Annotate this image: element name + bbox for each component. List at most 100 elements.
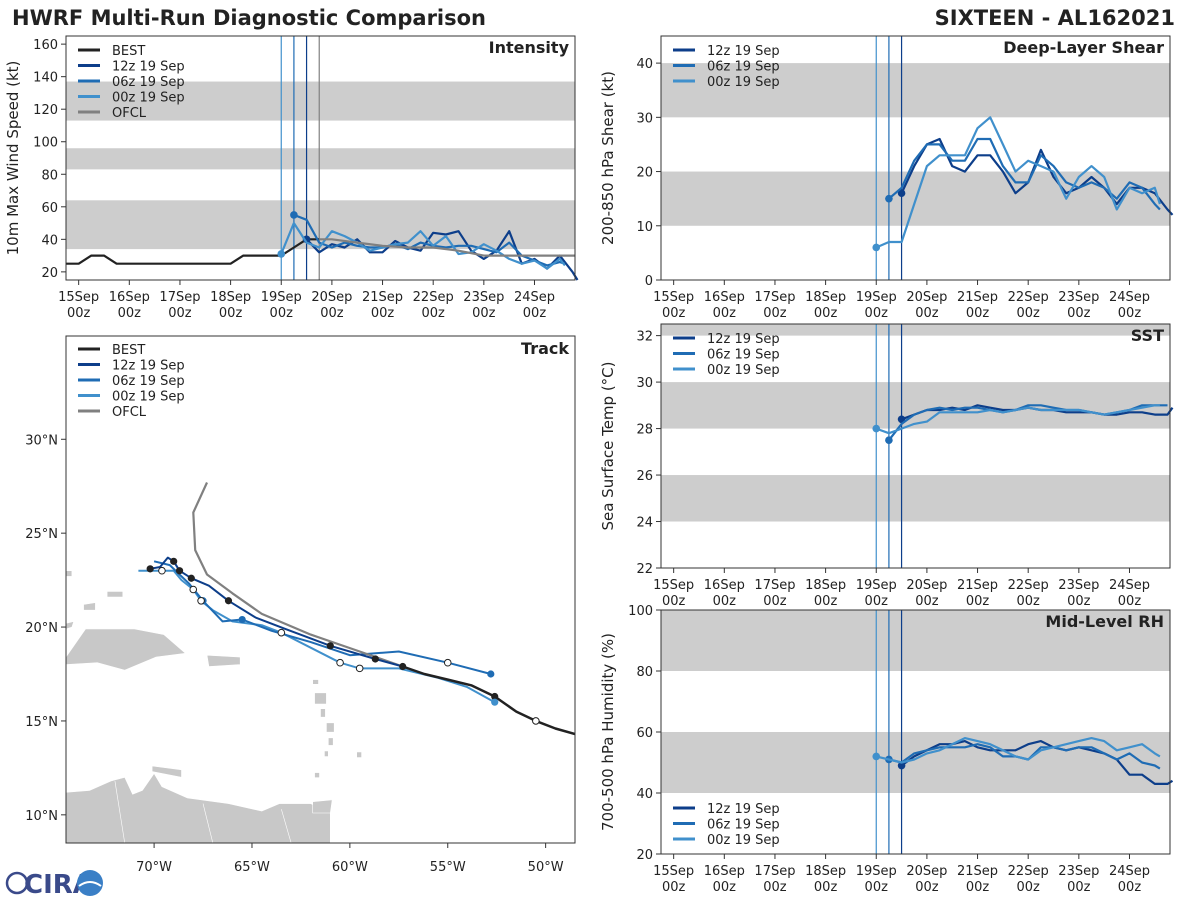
intensity-xtick-sublabel-9: 00z [523, 306, 547, 321]
track-frame [65, 335, 576, 844]
rh-xtick-sublabel-3: 00z [814, 880, 838, 895]
rh-xtick-label-8: 23Sep [1058, 864, 1099, 879]
shear-xtick-sublabel-9: 00z [1118, 306, 1142, 321]
shear-xtick-label-8: 23Sep [1058, 290, 1099, 305]
intensity-band-0 [66, 200, 575, 250]
land-aruba-curacao [151, 765, 182, 778]
track-xtick-label-3: 55°W [430, 860, 466, 875]
shear-xtick-label-1: 16Sep [704, 290, 745, 305]
figure-title: HWRF Multi-Run Diagnostic Comparison [12, 6, 486, 30]
rh-xtick-label-5: 20Sep [906, 864, 947, 879]
intensity-series-line-4 [319, 238, 575, 257]
shear-title: Deep-Layer Shear [1003, 38, 1164, 57]
track-xtick-label-2: 60°W [332, 860, 368, 875]
cira-logo: CIRA [5, 870, 103, 900]
intensity-xtick-sublabel-5: 00z [320, 306, 344, 321]
track-panel: 70°W 65°W 60°W 55°W 50°W 10°N 15°N 20°N 25°N 30°N… [25, 335, 576, 875]
track-legend-label-1: 12z 19 Sep [112, 359, 185, 374]
track-point-run12z-7 [187, 574, 195, 582]
shear-xtick-label-2: 17Sep [754, 290, 795, 305]
intensity-legend-label-1: 12z 19 Sep [112, 60, 185, 75]
track-map-layer [66, 482, 575, 843]
sst-series-line-2 [875, 404, 1160, 435]
sst-ytick-label-1: 24 [636, 516, 653, 531]
track-point-run00z-4 [355, 664, 364, 673]
shear-ytick-label-3: 30 [636, 111, 653, 126]
track-point-run00z-12 [189, 585, 198, 594]
shear-band-1 [661, 63, 1170, 118]
track-point-best-4 [491, 692, 499, 701]
shear-xtick-label-7: 22Sep [1008, 290, 1049, 305]
intensity-xtick-sublabel-4: 00z [270, 306, 294, 321]
track-point-run00z-7 [277, 628, 286, 637]
sst-ytick-label-0: 22 [636, 562, 653, 577]
rh-xtick-sublabel-4: 00z [865, 880, 889, 895]
track-point-run06z-6 [238, 615, 246, 624]
shear-xtick-label-5: 20Sep [906, 290, 947, 305]
land-south-america [66, 772, 331, 843]
sst-xtick-label-5: 20Sep [906, 578, 947, 593]
land-hispaniola [66, 628, 187, 671]
shear-legend-label-2: 00z 19 Sep [707, 75, 780, 90]
sst-band-2 [661, 324, 1170, 336]
shear-xtick-label-6: 21Sep [957, 290, 998, 305]
land-antigua [312, 679, 319, 685]
intensity-ylabel: 10m Max Wind Speed (kt) [4, 61, 22, 256]
sst-xtick-label-8: 23Sep [1058, 578, 1099, 593]
rh-ytick-label-3: 80 [636, 665, 653, 680]
intensity-xtick-sublabel-8: 00z [472, 306, 496, 321]
rh-title: Mid-Level RH [1045, 612, 1164, 631]
rh-xtick-label-1: 16Sep [704, 864, 745, 879]
sst-xtick-sublabel-9: 00z [1118, 594, 1142, 609]
sst-xtick-sublabel-4: 00z [865, 594, 889, 609]
sst-xtick-sublabel-5: 00z [915, 594, 939, 609]
land-turks [106, 591, 124, 598]
rh-ytick-label-0: 20 [636, 848, 653, 863]
sst-band-0 [661, 475, 1170, 522]
track-point-run12z-8 [175, 567, 184, 575]
rh-ytick-label-2: 60 [636, 726, 653, 741]
track-legend-label-0: BEST [112, 343, 145, 358]
shear-series-start-point-2 [872, 243, 881, 252]
track-point-run00z-0 [491, 698, 499, 706]
track-point-run12z-9 [170, 557, 178, 565]
land-border-0 [114, 780, 126, 843]
intensity-legend-label-3: 00z 19 Sep [112, 91, 185, 106]
intensity-xtick-label-5: 20Sep [311, 290, 352, 305]
sst-legend-label-2: 00z 19 Sep [707, 363, 780, 378]
shear-xtick-sublabel-6: 00z [966, 306, 990, 321]
rh-xtick-sublabel-8: 00z [1067, 880, 1091, 895]
shear-series-start-point-1 [885, 194, 893, 203]
storm-id: SIXTEEN - AL162021 [935, 6, 1175, 30]
track-point-run06z-1 [443, 658, 452, 667]
track-xtick-label-4: 50°W [528, 860, 564, 875]
intensity-xtick-label-1: 16Sep [109, 290, 150, 305]
rh-xtick-label-4: 19Sep [856, 864, 897, 879]
sst-xtick-sublabel-2: 00z [763, 594, 787, 609]
shear-frame [660, 35, 1171, 281]
intensity-legend-label-0: BEST [112, 44, 145, 59]
rh-legend-label-0: 12z 19 Sep [707, 802, 780, 817]
intensity-frame [65, 35, 576, 281]
intensity-series-start-point-2 [290, 211, 298, 219]
shear-xtick-sublabel-2: 00z [763, 306, 787, 321]
track-ytick-label-4: 30°N [25, 433, 58, 448]
track-point-run12z-5 [224, 597, 233, 605]
rh-xtick-label-6: 21Sep [957, 864, 998, 879]
intensity-ytick-label-2: 60 [41, 201, 58, 216]
track-legend-label-2: 06z 19 Sep [112, 374, 185, 389]
land-puerto-rico [206, 654, 241, 667]
track-point-run12z-12 [146, 565, 154, 573]
shear-xtick-label-0: 15Sep [653, 290, 694, 305]
shear-legend-label-0: 12z 19 Sep [707, 44, 780, 59]
land-trinidad [312, 799, 333, 814]
rh-xtick-sublabel-2: 00z [763, 880, 787, 895]
sst-xtick-sublabel-7: 00z [1017, 594, 1041, 609]
land-bahamas-2 [83, 602, 96, 611]
shear-ytick-label-1: 10 [636, 220, 653, 235]
track-ytick-label-3: 25°N [25, 527, 58, 542]
intensity-xtick-sublabel-2: 00z [168, 306, 192, 321]
track-ytick-label-0: 10°N [25, 809, 58, 824]
intensity-xtick-label-0: 15Sep [58, 290, 99, 305]
sst-xtick-label-4: 19Sep [856, 578, 897, 593]
